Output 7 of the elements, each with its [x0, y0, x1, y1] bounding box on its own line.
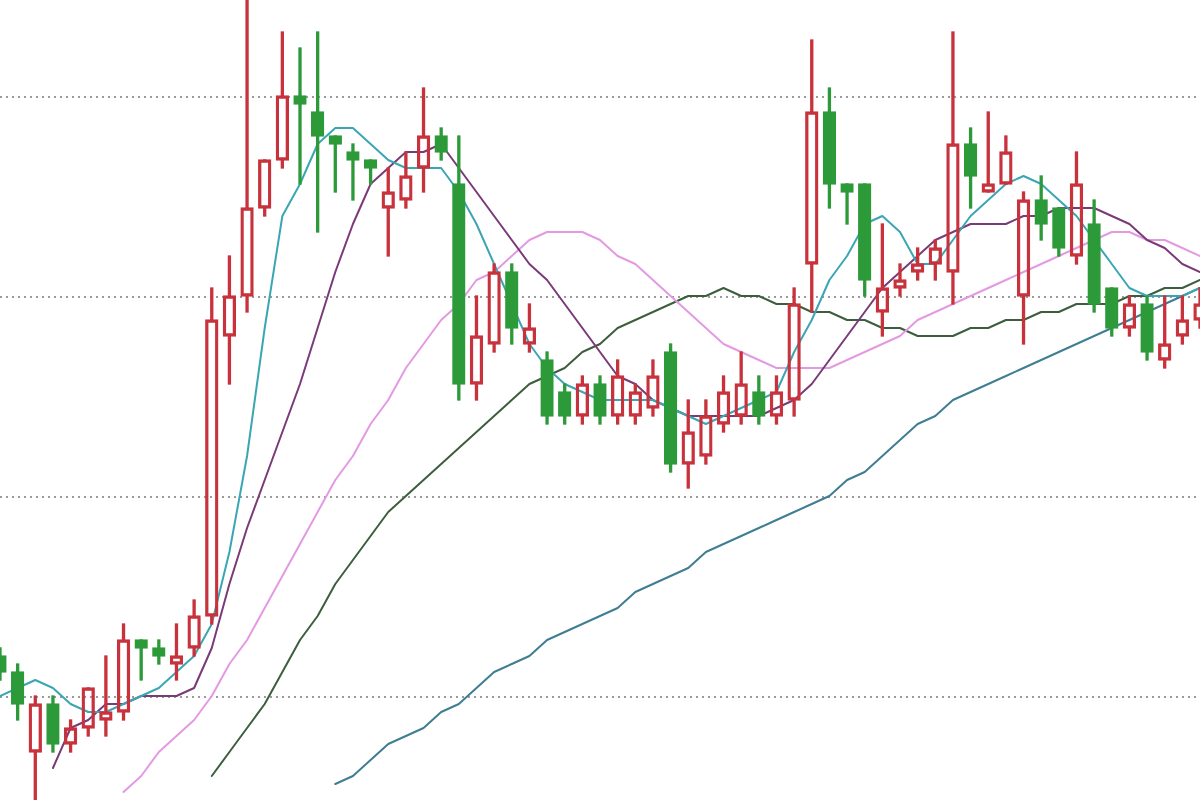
- candlestick: [1087, 199, 1101, 313]
- candlestick: [1140, 295, 1154, 361]
- candlestick: [593, 375, 607, 425]
- candlestick: [293, 47, 307, 185]
- candlestick: [46, 695, 60, 753]
- candlestick: [346, 143, 360, 201]
- candlestick: [540, 351, 554, 425]
